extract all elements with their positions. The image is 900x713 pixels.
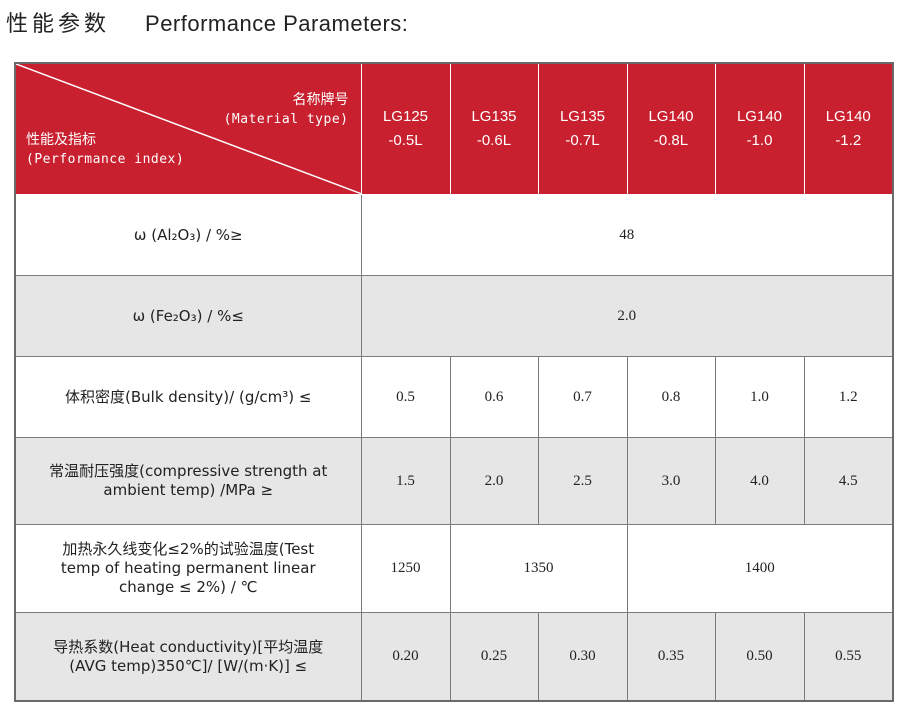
row-label: 常温耐压强度(compressive strength at ambient te… [14,437,362,525]
row-compressive-strength: 常温耐压强度(compressive strength at ambient te… [14,437,894,525]
row-fe2o3: ω (Fe₂O₃) / %≤ 2.0 [14,275,894,357]
row-heat-conductivity: 导热系数(Heat conductivity)[平均温度 (AVG temp)35… [14,612,894,702]
page-title-zh: 性能参数 [6,12,111,37]
row-label: ω (Fe₂O₃) / %≤ [14,275,362,357]
grade-header: LG135 -0.6L [449,62,539,195]
cell-value: 1.5 [360,437,451,525]
page-title: 性能参数 Performance Parameters: [6,6,408,38]
row-value: 48 [360,194,894,276]
cell-value: 0.55 [803,612,894,702]
cell-value: 2.0 [449,437,539,525]
grade-header: LG140 -1.2 [803,62,894,195]
performance-table: 名称牌号 (Material type) 性能及指标 (Performance … [14,62,894,702]
header-corner-cell: 名称牌号 (Material type) 性能及指标 (Performance … [14,62,362,195]
cell-value: 0.7 [537,356,628,438]
page-title-en: Performance Parameters: [145,11,409,36]
cell-value: 1400 [626,524,894,613]
row-value: 2.0 [360,275,894,357]
row-bulk-density: 体积密度(Bulk density)/ (g/cm³) ≤ 0.5 0.6 0.… [14,356,894,438]
performance-index-label: 性能及指标 (Performance index) [26,130,184,170]
cell-value: 1.0 [714,356,805,438]
row-al2o3: ω (Al₂O₃) / %≥ 48 [14,194,894,276]
row-label: 导热系数(Heat conductivity)[平均温度 (AVG temp)35… [14,612,362,702]
cell-value: 0.25 [449,612,539,702]
row-label: 体积密度(Bulk density)/ (g/cm³) ≤ [14,356,362,438]
row-label: ω (Al₂O₃) / %≥ [14,194,362,276]
grade-header: LG140 -1.0 [714,62,805,195]
cell-value: 0.35 [626,612,716,702]
cell-value: 3.0 [626,437,716,525]
grade-header: LG140 -0.8L [626,62,716,195]
performance-index-en: (Performance index) [26,152,185,167]
material-type-label: 名称牌号 (Material type) [224,90,349,130]
row-label: 加热永久线变化≤2%的试验温度(Test temp of heating perm… [14,524,362,613]
material-type-en: (Material type) [223,112,349,127]
cell-value: 0.6 [449,356,539,438]
cell-value: 4.5 [803,437,894,525]
cell-value: 0.20 [360,612,451,702]
grade-header: LG125 -0.5L [360,62,451,195]
cell-value: 0.50 [714,612,805,702]
cell-value: 1250 [360,524,451,613]
cell-value: 0.8 [626,356,716,438]
cell-value: 1.2 [803,356,894,438]
cell-value: 0.5 [360,356,451,438]
material-type-zh: 名称牌号 [292,92,349,108]
row-heating-change: 加热永久线变化≤2%的试验温度(Test temp of heating perm… [14,524,894,613]
cell-value: 1350 [449,524,628,613]
diagonal-divider [16,64,362,194]
grade-header: LG135 -0.7L [537,62,628,195]
performance-index-zh: 性能及指标 [26,132,96,148]
header-row: 名称牌号 (Material type) 性能及指标 (Performance … [14,62,894,195]
cell-value: 2.5 [537,437,628,525]
cell-value: 0.30 [537,612,628,702]
cell-value: 4.0 [714,437,805,525]
